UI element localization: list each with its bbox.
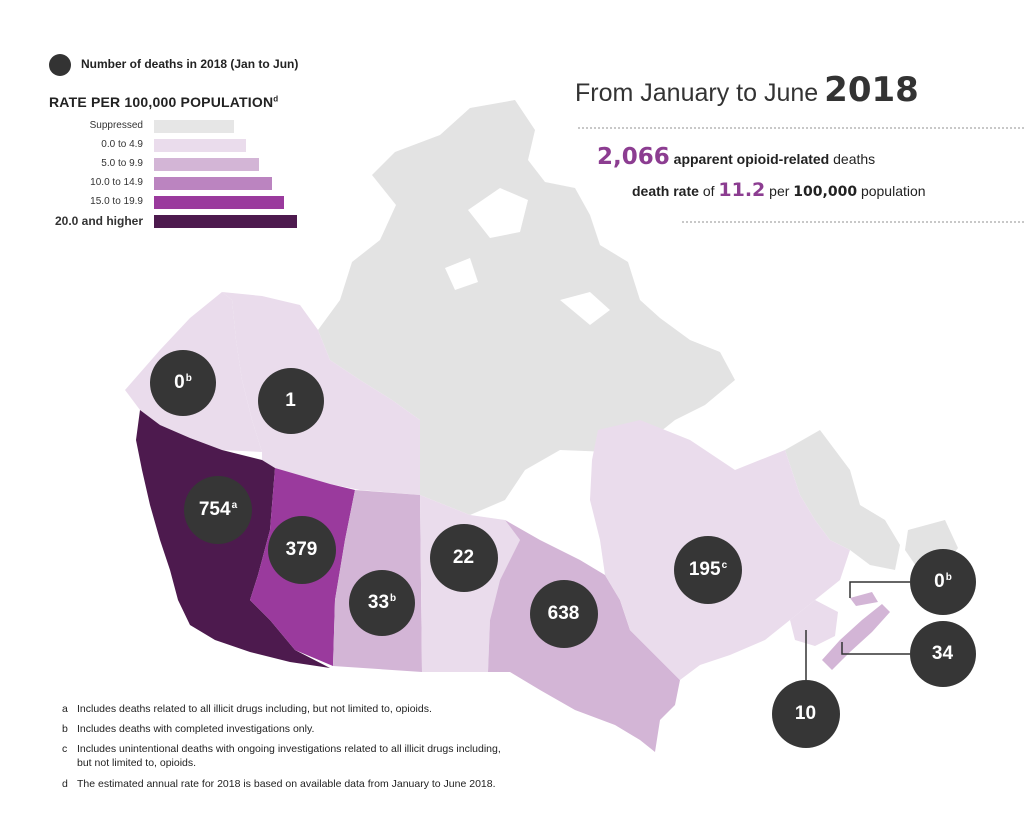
legend-bar-10-14.9 <box>154 177 272 190</box>
divider-top <box>578 127 1024 129</box>
deaths-stat: 2,066 apparent opioid-related deaths <box>597 144 876 170</box>
legend-deaths-dot <box>49 54 71 76</box>
legend-label-15-19.9: 15.0 to 19.9 <box>90 196 143 207</box>
deaths-number: 2,066 <box>597 144 670 170</box>
legend-bar-suppressed <box>154 120 234 133</box>
footnote-d: d The estimated annual rate for 2018 is b… <box>62 778 496 790</box>
bubble-new-brunswick: 10 <box>772 680 840 748</box>
legend-rate-title: RATE PER 100,000 POPULATIONd <box>49 94 279 110</box>
region-pei <box>850 592 878 606</box>
legend-label-0-4.9: 0.0 to 4.9 <box>101 139 143 150</box>
region-suppressed-labrador <box>785 430 900 570</box>
bubble-quebec: 195 c <box>674 536 742 604</box>
rate-stat: death rate of 11.2 per 100,000 populatio… <box>632 179 926 201</box>
legend-label-5-9.9: 5.0 to 9.9 <box>101 158 143 169</box>
region-suppressed-nunavut <box>318 100 735 515</box>
legend-label-10-14.9: 10.0 to 14.9 <box>90 177 143 188</box>
legend-bar-15-19.9 <box>154 196 284 209</box>
legend-label-suppressed: Suppressed <box>89 120 143 131</box>
footnote-b: b Includes deaths with completed investig… <box>62 723 315 735</box>
footnote-c: c Includes unintentional deaths with ongo… <box>62 743 501 769</box>
legend-bar-5-9.9 <box>154 158 259 171</box>
legend-label-20-plus: 20.0 and higher <box>54 214 143 228</box>
bubble-nova-scotia: 34 <box>910 621 976 687</box>
region-nova-scotia <box>822 604 890 670</box>
region-new-brunswick <box>790 600 838 646</box>
bubble-british-columbia: 754 a <box>184 476 252 544</box>
bubble-saskatchewan: 33 b <box>349 570 415 636</box>
bubble-ontario: 638 <box>530 580 598 648</box>
legend-bar-0-4.9 <box>154 139 246 152</box>
headline-lead: From January to June <box>575 79 819 107</box>
divider-bottom <box>682 221 1024 223</box>
legend-deaths-label: Number of deaths in 2018 (Jan to Jun) <box>81 57 299 71</box>
headline-year: 2018 <box>824 70 919 110</box>
leader-lines <box>805 581 910 680</box>
legend-bar-20-plus <box>154 215 297 228</box>
footnote-a: a Includes deaths related to all illicit … <box>62 703 432 715</box>
bubble-alberta: 379 <box>268 516 336 584</box>
rate-value: 11.2 <box>718 179 766 201</box>
bubble-nwt: 1 <box>258 368 324 434</box>
bubble-manitoba: 22 <box>430 524 498 592</box>
headline: From January to June 2018 <box>575 70 919 110</box>
